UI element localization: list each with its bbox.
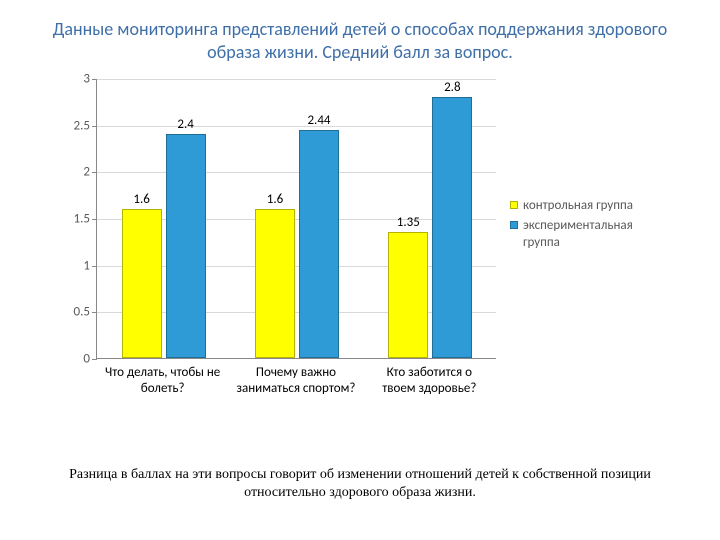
legend-swatch bbox=[510, 201, 518, 209]
caption-text: Разница в баллах на эти вопросы говорит … bbox=[69, 467, 651, 500]
bar-value-label: 1.35 bbox=[378, 215, 438, 230]
y-tick-mark bbox=[92, 359, 97, 360]
y-axis: 00.511.522.53 bbox=[58, 79, 96, 359]
bar-value-label: 2.44 bbox=[289, 113, 349, 128]
category-labels: Что делать, чтобы не болеть?Почему важно… bbox=[96, 361, 496, 419]
y-tick-label: 2 bbox=[83, 165, 90, 180]
bar bbox=[432, 97, 472, 358]
bar bbox=[255, 209, 295, 358]
legend: контрольная группа экспериментальная груп… bbox=[510, 197, 658, 254]
bar bbox=[299, 130, 339, 358]
y-tick-label: 0 bbox=[83, 352, 90, 367]
caption: Разница в баллах на эти вопросы говорит … bbox=[56, 466, 664, 502]
bar-value-label: 1.6 bbox=[112, 192, 172, 207]
bar bbox=[166, 134, 206, 358]
legend-item: контрольная группа bbox=[510, 197, 658, 215]
bar bbox=[122, 209, 162, 358]
bar-value-label: 2.4 bbox=[156, 117, 216, 132]
chart: 00.511.522.53 1.62.41.62.441.352.8 Что д… bbox=[58, 79, 658, 419]
bar-value-label: 1.6 bbox=[245, 192, 305, 207]
legend-item: экспериментальная группа bbox=[510, 217, 658, 252]
title-text: Данные мониторинга представлений детей о… bbox=[53, 18, 667, 63]
bar-group: 1.6 2.4 bbox=[97, 79, 230, 358]
y-tick-label: 2.5 bbox=[74, 118, 90, 133]
bar-group: 1.6 2.44 bbox=[230, 79, 363, 358]
y-tick-label: 0.5 bbox=[74, 305, 90, 320]
category-label: Почему важно заниматься спортом? bbox=[229, 361, 362, 419]
legend-label: контрольная группа bbox=[523, 197, 633, 215]
chart-title: Данные мониторинга представлений детей о… bbox=[0, 0, 720, 71]
y-tick-label: 3 bbox=[83, 72, 90, 87]
y-tick-label: 1.5 bbox=[74, 212, 90, 227]
y-tick-label: 1 bbox=[83, 258, 90, 273]
bar-group: 1.35 2.8 bbox=[364, 79, 497, 358]
bar-value-label: 2.8 bbox=[422, 80, 482, 95]
category-label: Что делать, чтобы не болеть? bbox=[96, 361, 229, 419]
category-label: Кто заботится о твоем здоровье? bbox=[363, 361, 496, 419]
legend-swatch bbox=[510, 221, 518, 229]
bar bbox=[388, 232, 428, 358]
legend-label: экспериментальная группа bbox=[523, 217, 658, 252]
plot-area: 1.6 2.4 1.6 2.44 1.35 2.8 bbox=[96, 79, 496, 359]
